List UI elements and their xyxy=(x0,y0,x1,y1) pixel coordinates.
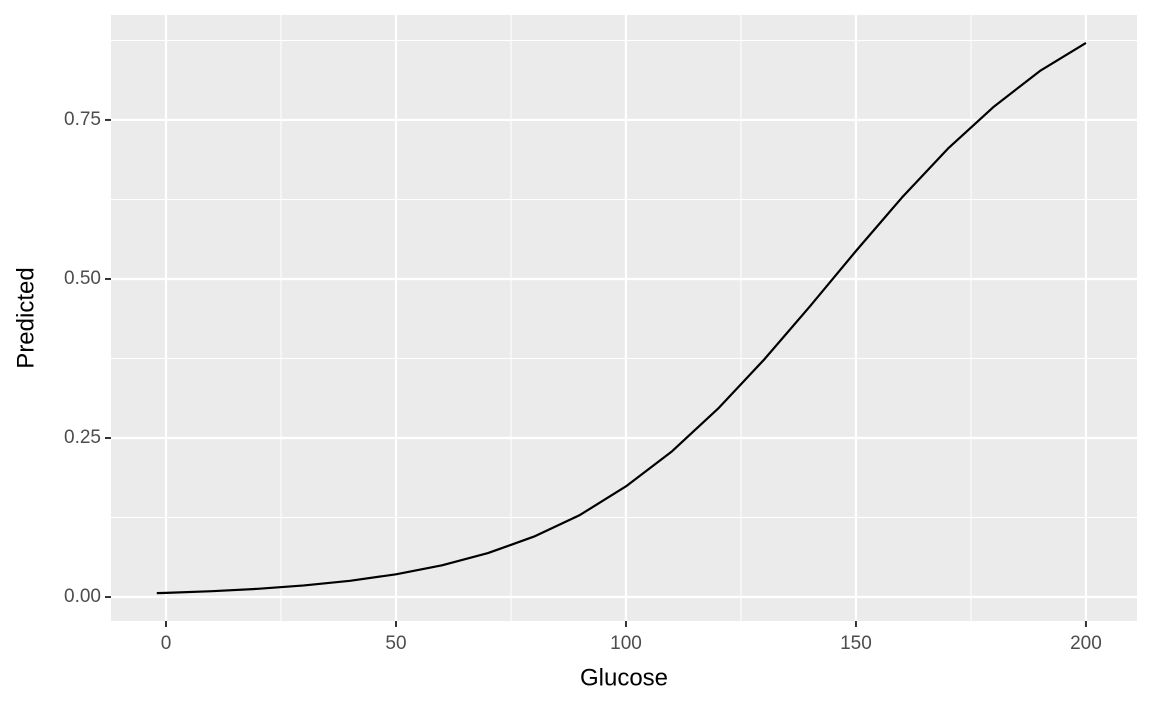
x-tick-label: 200 xyxy=(1070,633,1102,654)
x-tick-label: 100 xyxy=(610,633,642,654)
x-axis-title: Glucose xyxy=(580,664,668,691)
x-tick-label: 150 xyxy=(840,633,872,654)
panel xyxy=(111,15,1137,621)
y-tick-label: 0.25 xyxy=(64,427,101,448)
line xyxy=(156,42,1087,595)
x-tick-label: 50 xyxy=(385,633,406,654)
y-tick-label: 0.00 xyxy=(64,586,101,607)
y-tick-label: 0.75 xyxy=(64,109,101,130)
y-axis-title: Predicted xyxy=(12,267,39,368)
x-tick-label: 0 xyxy=(161,633,172,654)
y-tick-label: 0.50 xyxy=(64,268,101,289)
